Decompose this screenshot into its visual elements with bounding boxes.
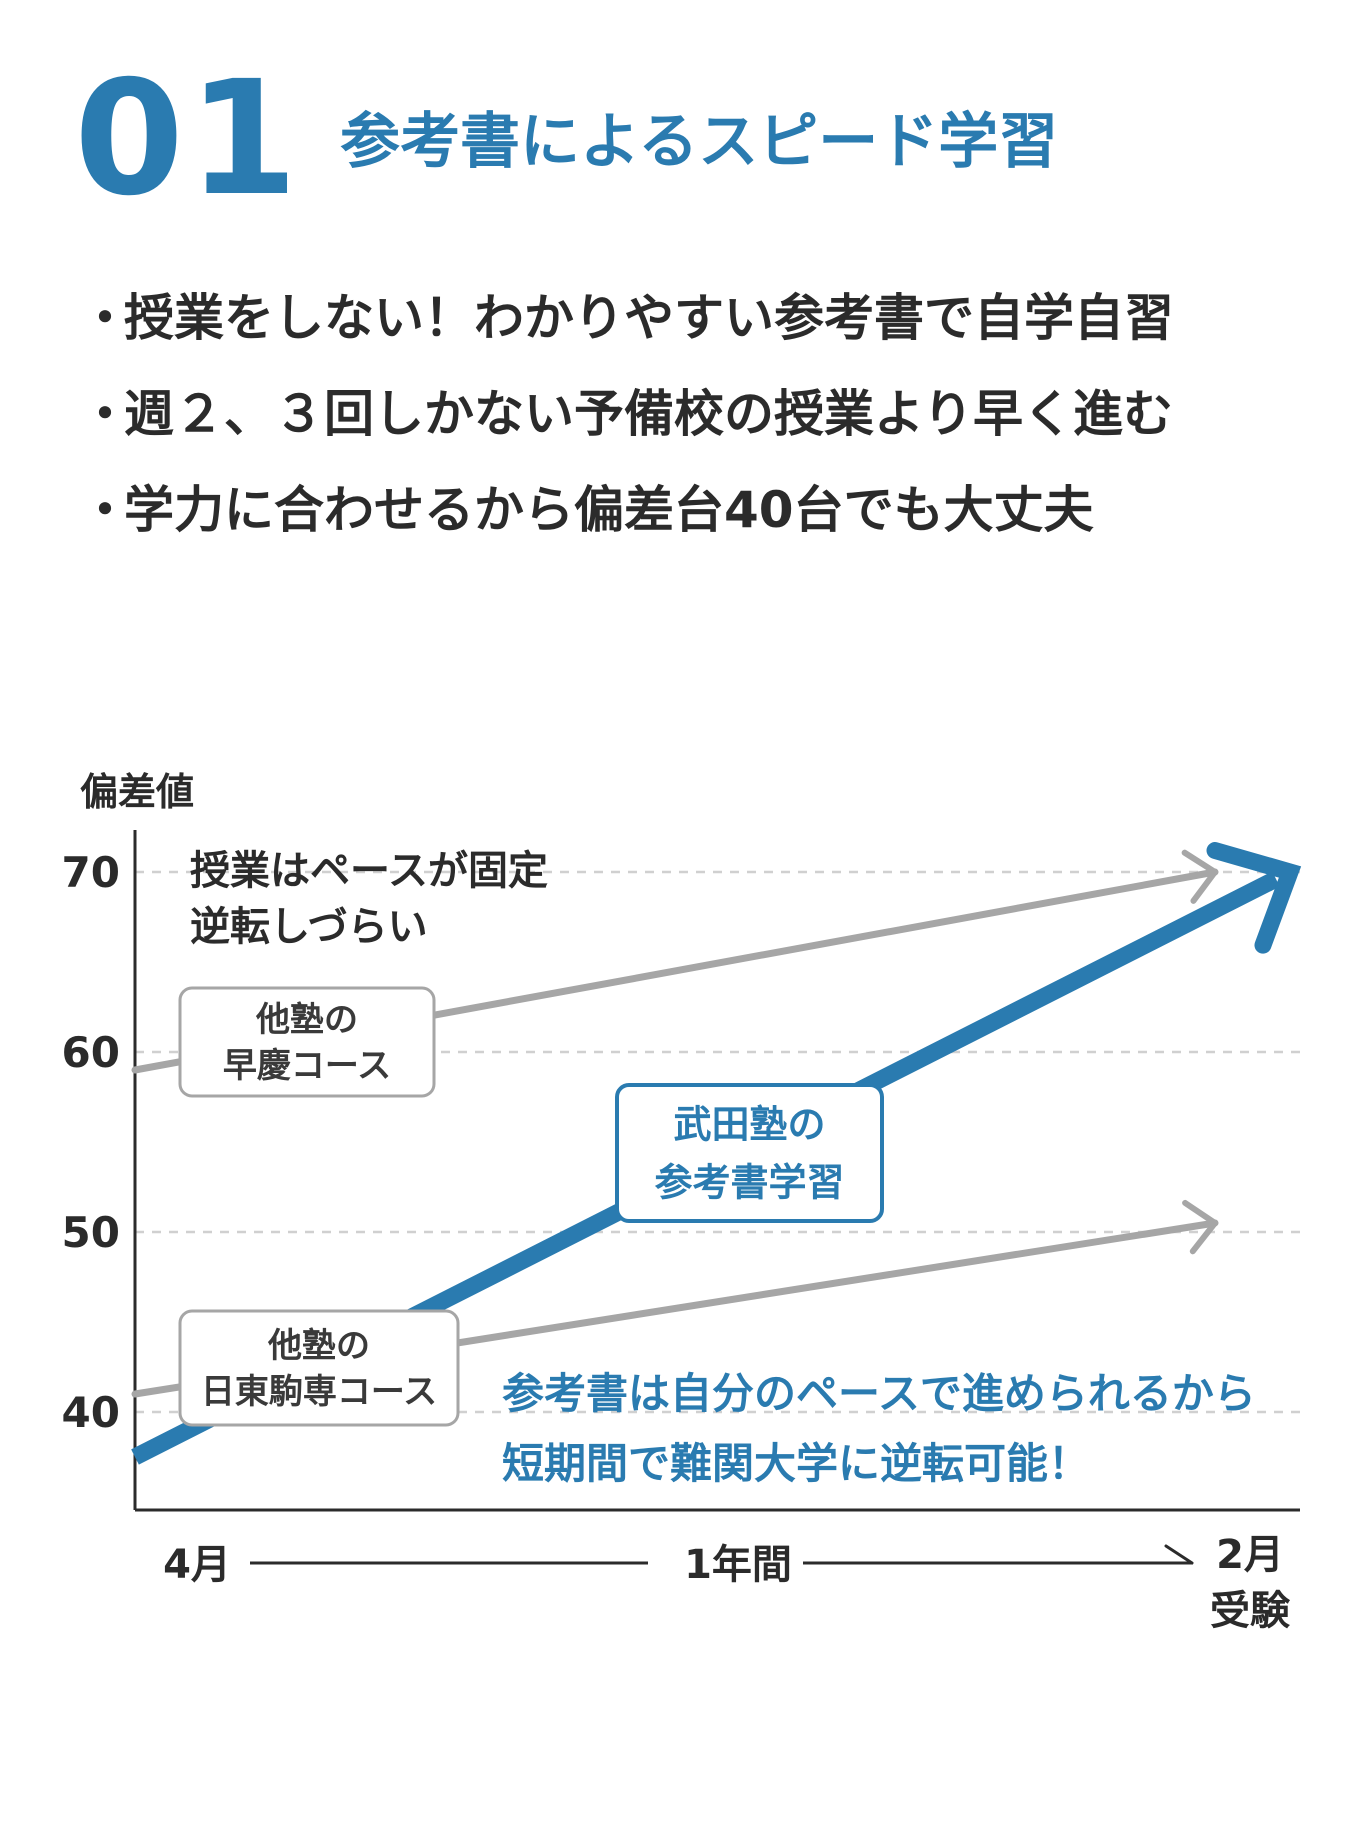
series-box-1-label-1: 日東駒専コース xyxy=(201,1372,437,1412)
series-arrowhead-0 xyxy=(1181,849,1218,904)
annotation-bottom-0: 参考書は自分のペースで進められるから xyxy=(502,1369,1256,1418)
annotation-top-1: 逆転しづらい xyxy=(190,904,428,950)
series-arrowhead-emphasis xyxy=(1206,842,1302,954)
feature-item: ・授業をしない！わかりやすい参考書で自学自習 xyxy=(80,288,1360,384)
feature-list: ・授業をしない！わかりやすい参考書で自学自習 ・週２、３回しかない予備校の授業よ… xyxy=(80,288,1360,576)
series-box-emphasis-label-0: 武田塾の xyxy=(673,1103,825,1147)
annotation-top-0: 授業はペースが固定 xyxy=(190,848,548,894)
x-tick-sublabel-2: 受験 xyxy=(1210,1588,1291,1634)
section-number: 01 xyxy=(74,47,302,231)
feature-item: ・学力に合わせるから偏差台40台でも大丈夫 xyxy=(80,480,1360,576)
timeline-arrowhead xyxy=(1164,1544,1194,1565)
y-tick-label-50: 50 xyxy=(62,1208,120,1257)
bullet-marker: ・ xyxy=(80,289,130,347)
section-title: 参考書によるスピード学習 xyxy=(340,107,1059,177)
feature-text: 授業をしない！わかりやすい参考書で自学自習 xyxy=(124,289,1174,347)
series-box-1-label-0: 他塾の xyxy=(267,1326,370,1366)
series-arrowhead-1 xyxy=(1182,1199,1218,1255)
annotation-bottom-1: 短期間で難関大学に逆転可能！ xyxy=(502,1439,1090,1488)
x-tick-label-0: 4月 xyxy=(163,1542,231,1588)
feature-text: 週２、３回しかない予備校の授業より早く進む xyxy=(124,385,1173,443)
series-box-emphasis-box xyxy=(615,1083,884,1223)
series-box-emphasis-label-1: 参考書学習 xyxy=(654,1161,844,1205)
score-chart: 偏差値70605040他塾の早慶コース他塾の日東駒専コース武田塾の参考書学習授業… xyxy=(62,770,1302,1634)
bullet-marker: ・ xyxy=(80,481,130,539)
x-tick-label-2: 2月 xyxy=(1216,1532,1284,1578)
series-box-0-label-0: 他塾の xyxy=(255,1000,358,1040)
feature-item: ・週２、３回しかない予備校の授業より早く進む xyxy=(80,384,1360,480)
x-tick-label-1: 1年間 xyxy=(684,1542,792,1588)
bullet-marker: ・ xyxy=(80,385,130,443)
series-box-0-box xyxy=(178,986,436,1098)
y-tick-label-60: 60 xyxy=(62,1028,120,1077)
y-axis-label: 偏差値 xyxy=(80,770,194,814)
y-tick-label-70: 70 xyxy=(62,848,120,897)
series-box-1-box xyxy=(178,1309,460,1427)
feature-text: 学力に合わせるから偏差台40台でも大丈夫 xyxy=(124,481,1094,539)
y-tick-label-40: 40 xyxy=(62,1388,120,1437)
series-box-0-label-1: 早慶コース xyxy=(223,1046,391,1086)
